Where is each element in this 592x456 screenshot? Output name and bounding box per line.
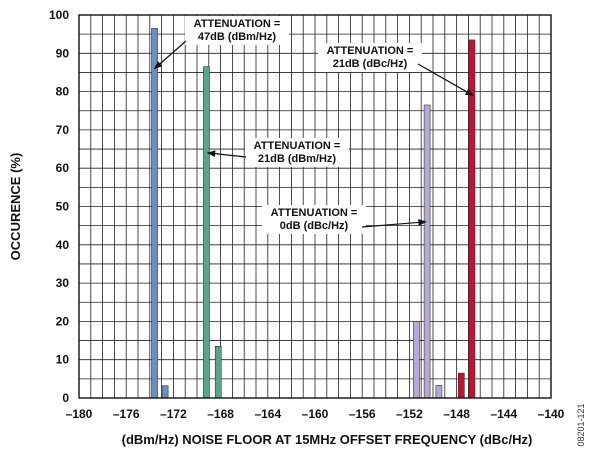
y-axis-label: OCCURENCE (%): [8, 153, 23, 261]
histogram-bar: [423, 104, 431, 399]
bars: [151, 28, 476, 399]
annotation-arrow: [361, 219, 427, 228]
annotations: ATTENUATION =47dB (dBm/Hz)ATTENUATION =2…: [153, 16, 474, 234]
x-tick-label: –168: [207, 407, 234, 421]
y-tick-labels: 0 10 20 30 40 50 60 70 80 90 100: [49, 8, 69, 405]
histogram-bar: [203, 66, 210, 399]
x-tick-label: –144: [490, 407, 517, 421]
y-tick-label: 40: [56, 238, 70, 252]
annotation-arrow: [153, 40, 187, 70]
y-tick-label: 30: [56, 276, 70, 290]
y-tick-label: 10: [56, 353, 70, 367]
annotation-text: ATTENUATION =: [194, 18, 281, 30]
histogram-bar: [435, 385, 443, 399]
annotation-callout: ATTENUATION =21dB (dBm/Hz): [206, 138, 349, 167]
annotation-background: [185, 16, 289, 45]
x-axis-label: (dBm/Hz) NOISE FLOOR AT 15MHz OFFSET FRE…: [122, 432, 533, 447]
annotation-text: 0dB (dBc/Hz): [280, 220, 349, 232]
annotation-text: ATTENUATION =: [254, 140, 341, 152]
x-tick-labels: –180 –176 –172 –168 –164 –160 –156 –152 –148 –144…: [66, 407, 565, 421]
x-tick-label: –148: [443, 407, 470, 421]
x-tick-label: –156: [349, 407, 376, 421]
y-tick-label: 90: [56, 46, 70, 60]
histogram-bar: [151, 28, 158, 399]
annotation-text: ATTENUATION =: [327, 45, 414, 57]
annotation-arrow: [417, 63, 474, 96]
annotation-background: [245, 138, 349, 167]
annotation-callout: ATTENUATION =0dB (dBc/Hz): [262, 205, 427, 234]
x-tick-label: –152: [396, 407, 423, 421]
y-tick-label: 0: [62, 391, 69, 405]
histogram-bar: [161, 385, 169, 399]
annotation-callout: ATTENUATION =21dB (dBc/Hz): [318, 43, 474, 96]
y-tick-label: 20: [56, 314, 70, 328]
annotation-background: [318, 43, 422, 72]
x-tick-label: –176: [113, 407, 140, 421]
x-tick-label: –164: [254, 407, 281, 421]
y-tick-label: 70: [56, 123, 70, 137]
annotation-text: 21dB (dBc/Hz): [333, 58, 408, 70]
histogram-bar: [214, 345, 222, 399]
x-tick-label: –140: [538, 407, 565, 421]
figure-id: 08201-121: [576, 403, 586, 446]
y-tick-label: 50: [56, 200, 70, 214]
annotation-arrow: [206, 150, 247, 158]
x-tick-label: –172: [160, 407, 187, 421]
x-tick-label: –160: [302, 407, 329, 421]
y-tick-label: 80: [56, 85, 70, 99]
y-tick-label: 100: [49, 8, 69, 22]
annotation-callout: ATTENUATION =47dB (dBm/Hz): [153, 16, 289, 70]
annotation-text: 21dB (dBm/Hz): [258, 153, 337, 165]
annotation-text: 47dB (dBm/Hz): [198, 31, 277, 43]
annotation-text: ATTENUATION =: [271, 207, 358, 219]
annotation-background: [262, 205, 366, 234]
x-tick-label: –180: [66, 407, 93, 421]
plot-frame: [78, 14, 552, 399]
y-tick-label: 60: [56, 161, 70, 175]
histogram-bar: [458, 372, 465, 399]
histogram-bar: [413, 321, 420, 399]
